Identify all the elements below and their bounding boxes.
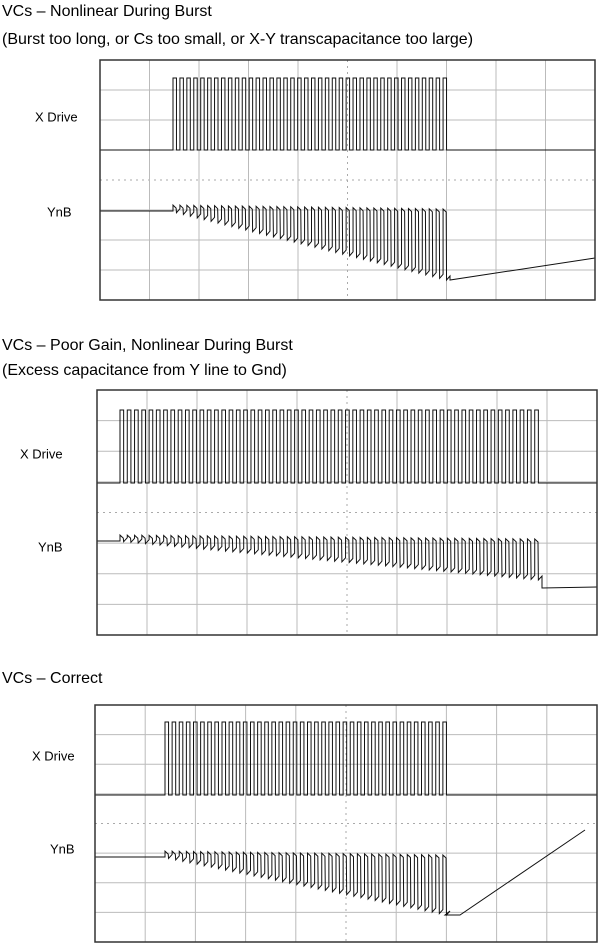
ynb-label: YnB bbox=[50, 841, 75, 856]
panel-title: VCs – Poor Gain, Nonlinear During Burst bbox=[2, 337, 293, 354]
x-drive-label: X Drive bbox=[32, 748, 75, 763]
panel-subtitle: (Excess capacitance from Y line to Gnd) bbox=[2, 362, 287, 379]
ynb-trace bbox=[95, 830, 585, 915]
panel-title: VCs – Correct bbox=[2, 670, 103, 687]
ynb-label: YnB bbox=[47, 204, 72, 219]
x-drive-label: X Drive bbox=[35, 109, 78, 124]
figure: VCs – Nonlinear During Burst (Burst too … bbox=[0, 0, 598, 943]
ynb-label: YnB bbox=[38, 539, 63, 554]
panel-subtitle: (Burst too long, or Cs too small, or X-Y… bbox=[2, 31, 473, 48]
x-drive-label: X Drive bbox=[20, 446, 63, 461]
panel-title: VCs – Nonlinear During Burst bbox=[2, 3, 212, 20]
